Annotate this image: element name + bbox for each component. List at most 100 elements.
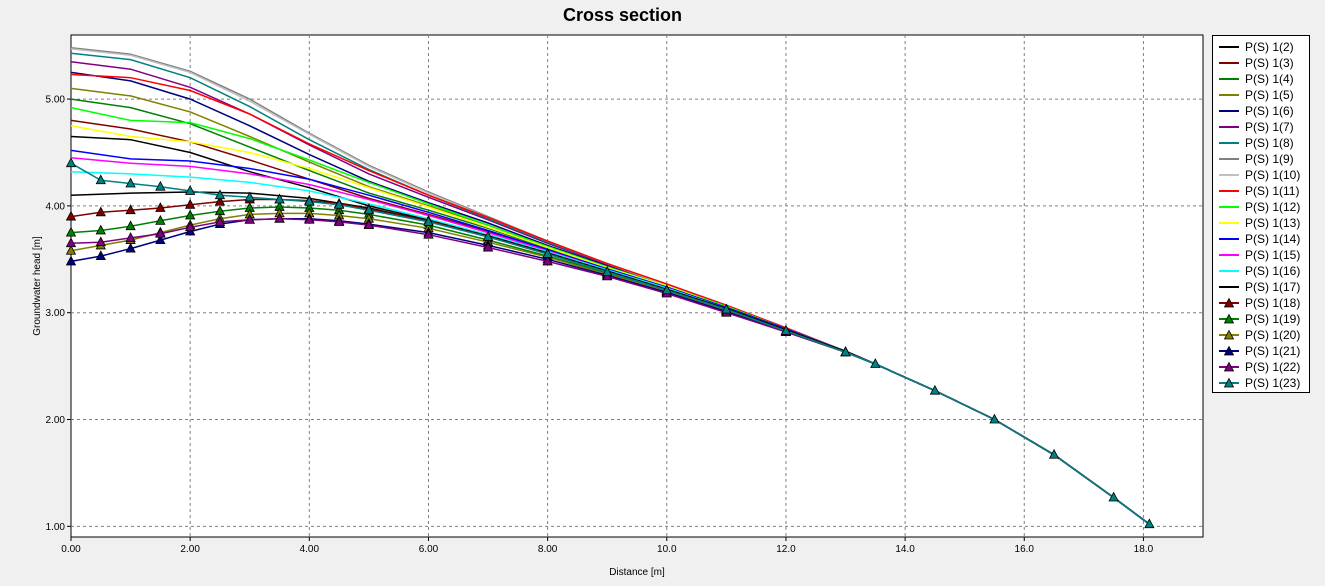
x-tick-label: 6.00 [419, 544, 439, 555]
series-point [989, 413, 1000, 424]
legend-item: P(S) 1(11) [1213, 183, 1309, 199]
legend-label: P(S) 1(6) [1245, 104, 1294, 118]
series-point [65, 157, 77, 168]
legend-swatch [1219, 126, 1239, 128]
legend-label: P(S) 1(18) [1245, 296, 1301, 310]
series-point [95, 236, 106, 247]
legend-item: P(S) 1(10) [1213, 167, 1309, 183]
legend-label: P(S) 1(4) [1245, 72, 1294, 86]
x-tick-label: 8.00 [538, 544, 558, 555]
y-tick-label: 5.00 [46, 95, 66, 106]
x-tick-label: 12.0 [776, 544, 796, 555]
y-tick-label: 1.00 [46, 522, 66, 533]
series-point [184, 185, 196, 195]
series-point [244, 191, 255, 202]
series-point [155, 234, 166, 244]
legend-item: P(S) 1(2) [1213, 39, 1309, 55]
legend-swatch [1219, 238, 1239, 240]
legend-item: P(S) 1(23) [1213, 375, 1309, 391]
legend-swatch [1219, 345, 1239, 356]
series-point [333, 198, 345, 209]
series-point [65, 226, 77, 237]
legend-item: P(S) 1(3) [1213, 55, 1309, 71]
legend-label: P(S) 1(14) [1245, 232, 1301, 246]
legend-label: P(S) 1(23) [1245, 376, 1301, 390]
legend-swatch [1219, 313, 1239, 324]
series-point [423, 228, 434, 239]
legend-swatch [1219, 110, 1239, 112]
series-point [363, 204, 375, 215]
legend-label: P(S) 1(10) [1245, 168, 1301, 182]
legend-label: P(S) 1(12) [1245, 200, 1301, 214]
series-point [423, 216, 434, 226]
legend-item: P(S) 1(5) [1213, 87, 1309, 103]
legend-label: P(S) 1(7) [1245, 120, 1294, 134]
series-point [482, 241, 494, 252]
series-point [65, 255, 77, 266]
series-layer [65, 47, 1155, 529]
legend-swatch [1219, 286, 1239, 288]
legend-item: P(S) 1(15) [1213, 247, 1309, 263]
series-point [155, 227, 166, 238]
legend-swatch [1219, 78, 1239, 80]
chart-title: Cross section [562, 5, 683, 25]
x-axis-title: Distance [m] [609, 567, 665, 578]
legend-label: P(S) 1(20) [1245, 328, 1301, 342]
legend-label: P(S) 1(16) [1245, 264, 1301, 278]
grid-lines [71, 35, 1203, 537]
series-point [780, 325, 792, 335]
legend-label: P(S) 1(21) [1245, 344, 1301, 358]
legend-item: P(S) 1(12) [1213, 199, 1309, 215]
legend-item: P(S) 1(22) [1213, 359, 1309, 375]
chart-legend: P(S) 1(2) P(S) 1(3) P(S) 1(4) P(S) 1(5) P(S)… [1212, 35, 1310, 393]
x-tick-label: 14.0 [895, 544, 915, 555]
legend-swatch [1219, 270, 1239, 272]
series-point [1048, 448, 1060, 459]
legend-item: P(S) 1(17) [1213, 279, 1309, 295]
legend-item: P(S) 1(13) [1213, 215, 1309, 231]
series-point [214, 216, 226, 226]
series-point [214, 195, 226, 206]
legend-item: P(S) 1(7) [1213, 119, 1309, 135]
series-point [155, 214, 166, 225]
legend-swatch [1219, 94, 1239, 96]
series-point [542, 255, 553, 266]
legend-swatch [1219, 254, 1239, 256]
series-point [125, 242, 136, 253]
legend-swatch [1219, 329, 1239, 340]
legend-item: P(S) 1(21) [1213, 343, 1309, 359]
series-point [1108, 491, 1119, 502]
legend-swatch [1219, 158, 1239, 160]
series-point [721, 303, 732, 314]
series-point [333, 216, 345, 226]
legend-item: P(S) 1(8) [1213, 135, 1309, 151]
legend-label: P(S) 1(5) [1245, 88, 1294, 102]
legend-item: P(S) 1(9) [1213, 151, 1309, 167]
legend-item: P(S) 1(4) [1213, 71, 1309, 87]
legend-label: P(S) 1(13) [1245, 216, 1301, 230]
legend-swatch [1219, 174, 1239, 176]
y-tick-label: 4.00 [46, 201, 66, 212]
series-point [1144, 518, 1155, 529]
x-tick-label: 10.0 [657, 544, 677, 555]
series-point [184, 209, 196, 220]
series-point [870, 358, 881, 368]
legend-swatch [1219, 142, 1239, 144]
series-point [304, 213, 315, 224]
series-point [244, 213, 255, 224]
series-point [95, 174, 106, 185]
series-point [304, 195, 315, 206]
series-point [95, 250, 106, 260]
legend-label: P(S) 1(2) [1245, 40, 1294, 54]
series-point [929, 384, 941, 395]
legend-swatch [1219, 206, 1239, 208]
series-point [155, 180, 166, 191]
series-point [125, 177, 136, 188]
legend-label: P(S) 1(11) [1245, 184, 1300, 198]
series-point [274, 193, 285, 204]
axis-ticks: 0.00 2.00 4.00 6.00 8.00 10.0 12.0 14.0 16.0 18.0… [46, 95, 1154, 555]
x-tick-label: 4.00 [300, 544, 320, 555]
legend-swatch [1219, 62, 1239, 64]
series-point [840, 346, 851, 357]
x-tick-label: 18.0 [1134, 544, 1154, 555]
